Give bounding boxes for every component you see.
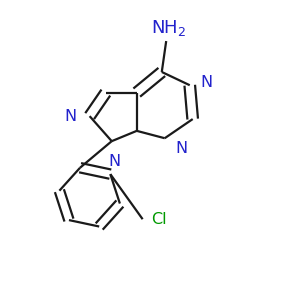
Text: N: N [175, 141, 187, 156]
Text: Cl: Cl [152, 212, 167, 227]
Text: N: N [200, 75, 212, 90]
Text: N: N [64, 109, 76, 124]
Text: NH$_2$: NH$_2$ [152, 18, 187, 38]
Text: N: N [109, 154, 121, 169]
